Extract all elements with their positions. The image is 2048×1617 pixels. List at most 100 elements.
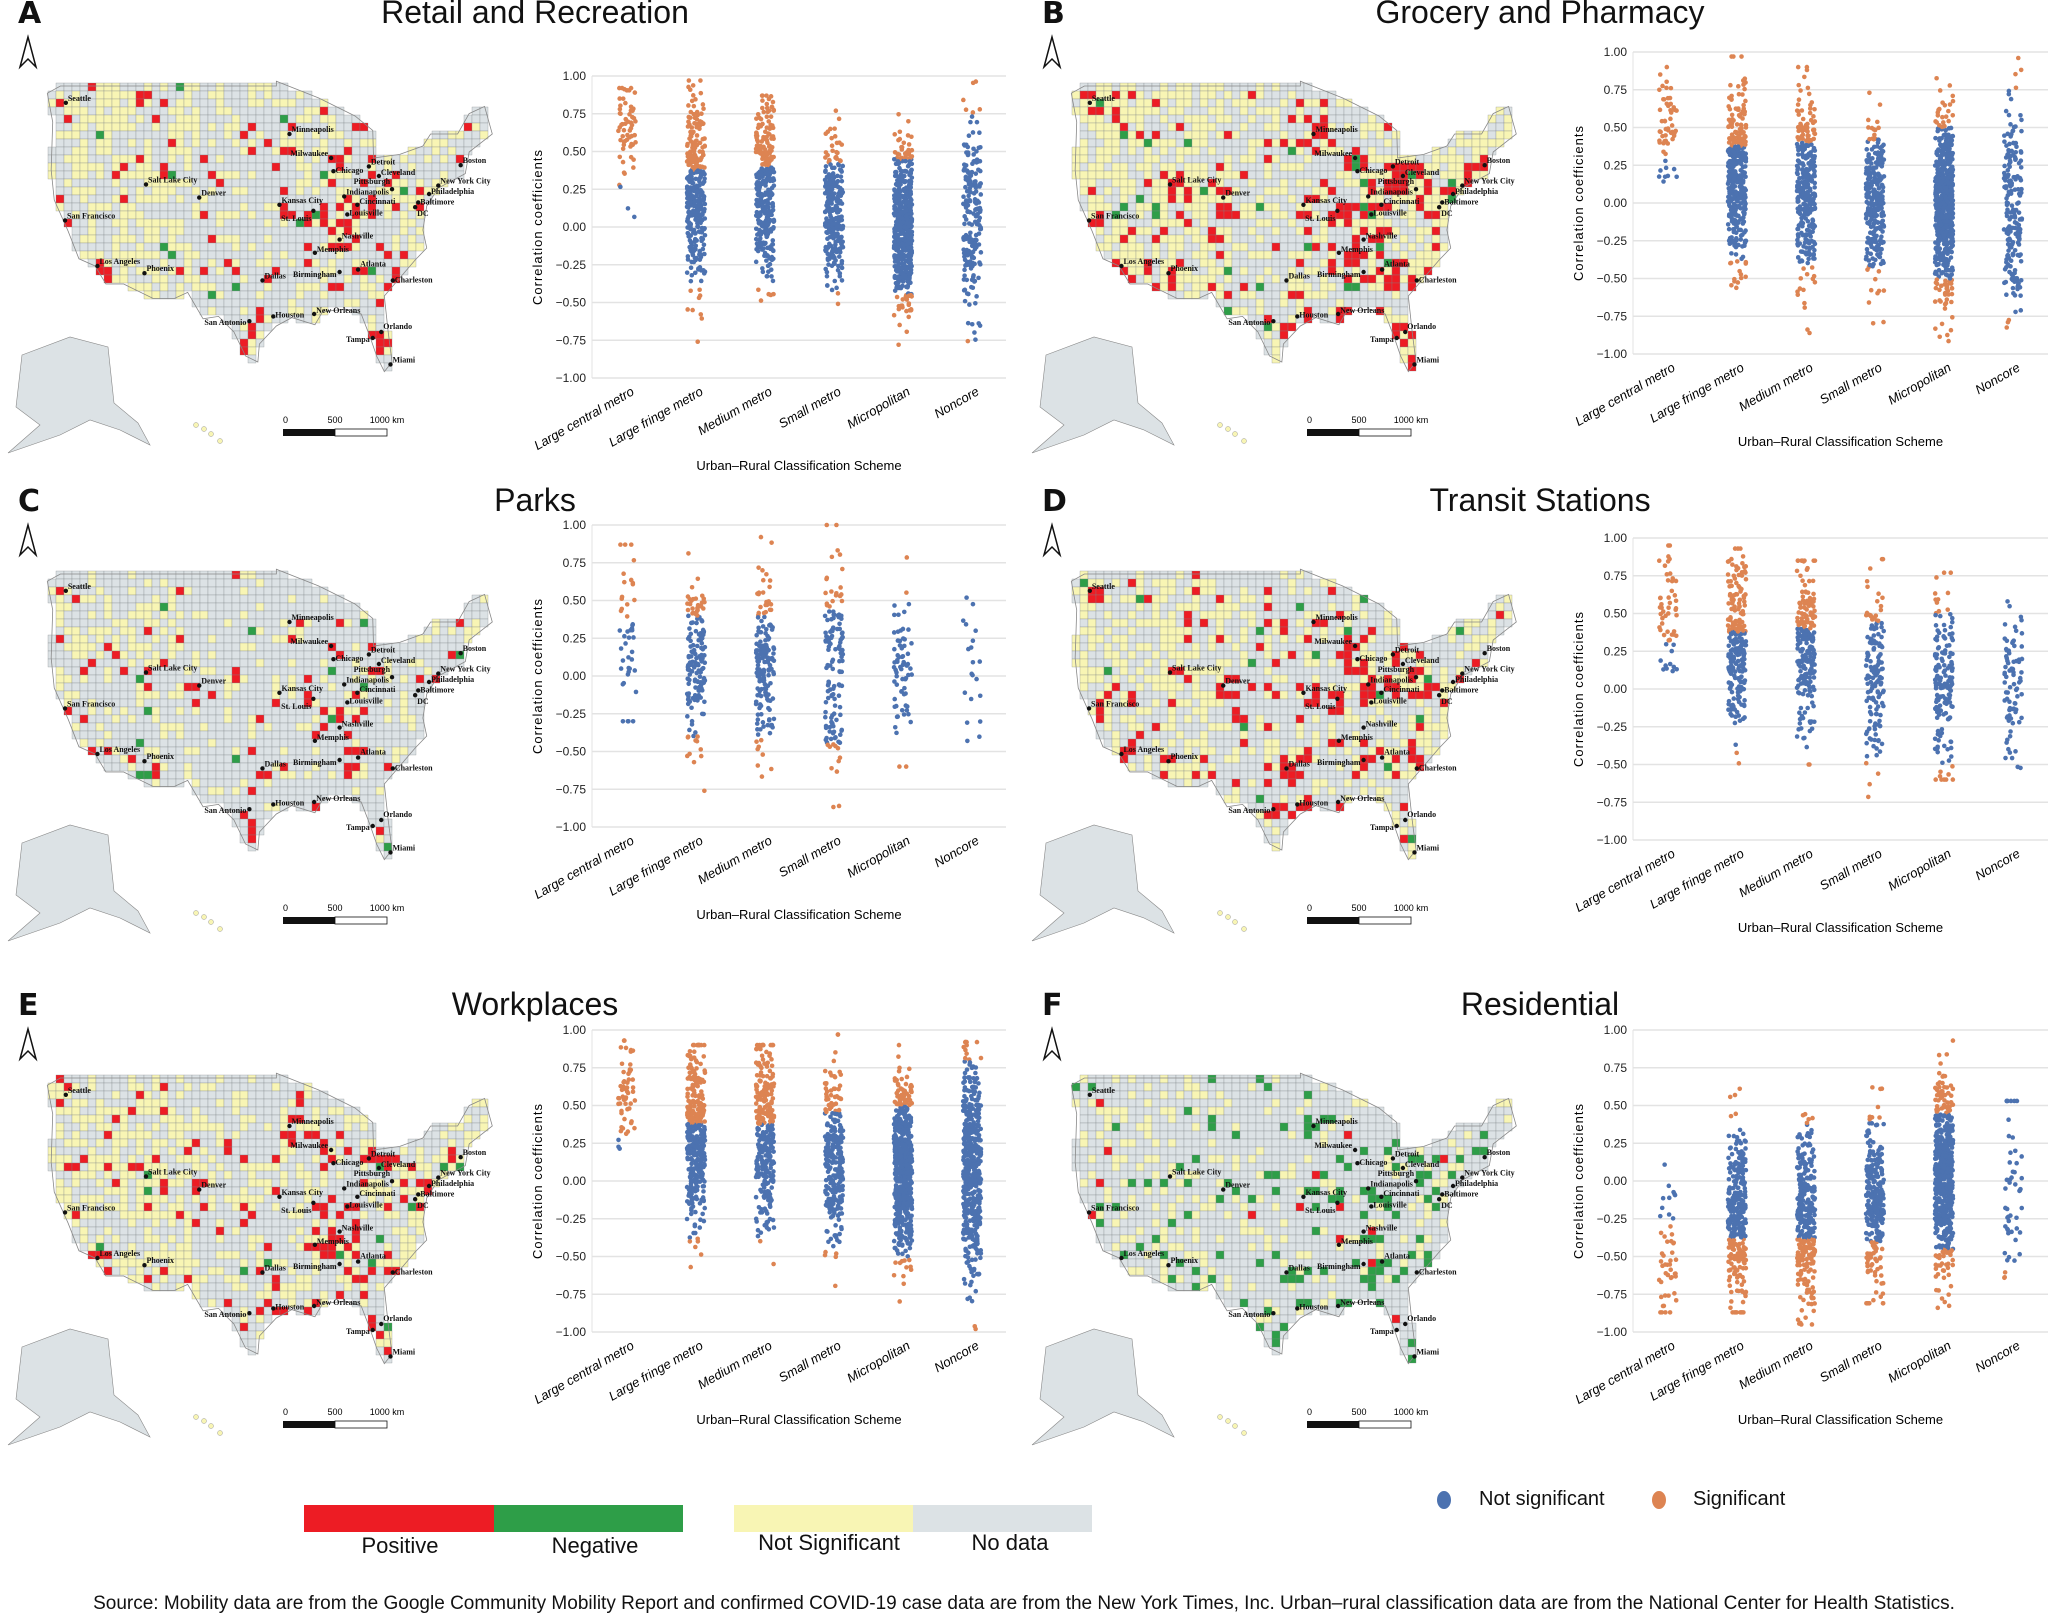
- county: [1383, 282, 1393, 292]
- city-label: Birmingham: [293, 270, 337, 279]
- county: [1223, 266, 1233, 276]
- county: [71, 130, 81, 140]
- county: [151, 154, 161, 164]
- point-not-significant: [697, 252, 702, 258]
- point-not-significant: [909, 211, 914, 217]
- county: [1215, 242, 1225, 252]
- county: [1135, 82, 1145, 92]
- point-significant: [754, 135, 759, 140]
- county: [71, 146, 81, 156]
- county: [1239, 290, 1249, 300]
- county: [1127, 178, 1137, 188]
- county: [1343, 186, 1353, 196]
- point-significant: [834, 149, 839, 155]
- county: [1303, 250, 1313, 260]
- county: [287, 162, 297, 172]
- point-not-significant: [892, 275, 898, 281]
- county: [1127, 138, 1137, 148]
- county: [1399, 338, 1409, 348]
- county: [1279, 258, 1289, 268]
- point-significant: [627, 112, 632, 117]
- point-significant: [623, 100, 628, 106]
- point-not-significant: [840, 189, 846, 195]
- county: [263, 146, 273, 156]
- county: [151, 274, 161, 284]
- county: [1359, 146, 1369, 156]
- point-not-significant: [905, 163, 911, 169]
- point-not-significant: [754, 246, 759, 252]
- county: [1191, 218, 1201, 228]
- city-marker: [1379, 267, 1385, 272]
- city-label: Salt Lake City: [148, 175, 197, 184]
- point-significant: [691, 129, 696, 135]
- county: [231, 194, 241, 204]
- point-significant: [833, 108, 839, 114]
- county: [199, 274, 209, 284]
- county: [1351, 258, 1361, 268]
- county: [1327, 170, 1337, 180]
- point-not-significant: [702, 251, 707, 257]
- county: [271, 90, 281, 100]
- county: [1231, 298, 1241, 308]
- county: [1431, 258, 1441, 268]
- county: [143, 122, 153, 132]
- county: [279, 258, 289, 268]
- county: [1255, 130, 1265, 140]
- city-marker: [337, 237, 342, 242]
- county: [1223, 82, 1233, 92]
- county: [1455, 162, 1465, 172]
- county: [247, 114, 257, 124]
- county: [151, 218, 161, 228]
- county: [439, 146, 449, 156]
- county: [279, 186, 289, 196]
- county: [247, 178, 257, 188]
- alaska-shape: [1031, 336, 1175, 454]
- point-not-significant: [830, 207, 836, 212]
- county: [1119, 186, 1129, 196]
- city-label: Dallas: [264, 271, 285, 280]
- county: [295, 90, 305, 100]
- county: [239, 234, 249, 244]
- county: [391, 234, 401, 244]
- point-significant: [1740, 78, 1746, 83]
- county: [359, 122, 369, 132]
- county: [1367, 274, 1377, 284]
- county: [343, 122, 353, 132]
- point-significant: [700, 102, 706, 107]
- point-not-significant: [895, 224, 901, 229]
- county: [55, 154, 65, 164]
- point-significant: [695, 112, 700, 118]
- county: [1287, 138, 1297, 148]
- point-significant: [691, 103, 697, 109]
- county: [383, 338, 393, 348]
- county: [127, 194, 137, 204]
- county: [447, 138, 457, 148]
- county: [207, 106, 217, 116]
- county: [415, 170, 425, 180]
- county: [399, 250, 409, 260]
- county: [295, 114, 305, 124]
- county: [1159, 82, 1169, 92]
- point-significant: [698, 312, 704, 317]
- point-not-significant: [904, 266, 909, 272]
- county: [71, 154, 81, 164]
- point-not-significant: [757, 229, 762, 235]
- county: [1207, 114, 1217, 124]
- point-not-significant: [961, 162, 967, 167]
- county: [223, 282, 233, 292]
- county: [151, 114, 161, 124]
- point-significant: [762, 151, 768, 157]
- county: [215, 250, 225, 260]
- county: [143, 274, 153, 284]
- county: [1335, 226, 1345, 236]
- county: [1367, 178, 1377, 188]
- county: [1359, 130, 1369, 140]
- point-significant: [763, 157, 769, 162]
- county: [311, 106, 321, 116]
- county: [383, 234, 393, 244]
- point-not-significant: [837, 249, 843, 255]
- county: [1135, 90, 1145, 100]
- county: [1127, 154, 1137, 164]
- point-significant: [1736, 91, 1742, 97]
- city-marker: [1412, 362, 1417, 367]
